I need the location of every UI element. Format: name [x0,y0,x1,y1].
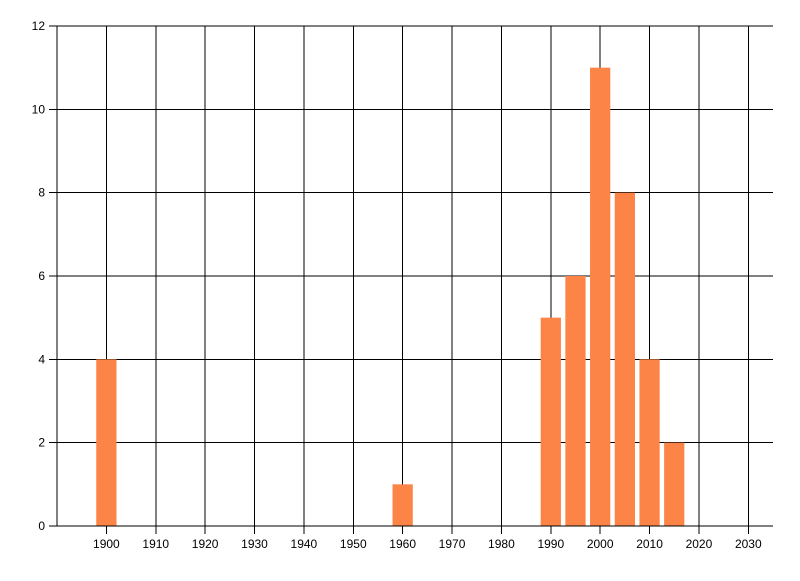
x-axis-tick-label: 1930 [241,537,268,551]
x-axis-tick-label: 1900 [93,537,120,551]
bar [392,484,413,526]
x-axis-tick-label: 2030 [735,537,762,551]
bar [565,276,586,526]
bar [664,442,685,526]
y-axis-tick-label: 4 [38,352,45,366]
x-axis-tick-label: 1960 [389,537,416,551]
bar [96,359,117,526]
x-axis-tick-label: 2010 [636,537,663,551]
y-axis-tick-label: 12 [32,19,46,33]
x-axis-tick-label: 2020 [686,537,713,551]
x-axis-tick-label: 1920 [192,537,219,551]
y-axis-tick-label: 8 [38,186,45,200]
bar [590,67,611,527]
y-axis-tick-label: 10 [32,102,46,116]
y-axis-tick-label: 6 [38,269,45,283]
x-axis-tick-label: 1950 [340,537,367,551]
bar [614,192,635,526]
y-axis-tick-label: 2 [38,436,45,450]
bar [639,359,660,526]
x-axis-tick-label: 1970 [439,537,466,551]
x-axis-tick-label: 1990 [537,537,564,551]
x-axis-tick-label: 2000 [587,537,614,551]
x-axis-tick-label: 1980 [488,537,515,551]
bar [540,317,561,526]
x-axis-tick-label: 1940 [291,537,318,551]
x-axis-tick-label: 1910 [142,537,169,551]
y-axis-tick-label: 0 [38,519,45,533]
